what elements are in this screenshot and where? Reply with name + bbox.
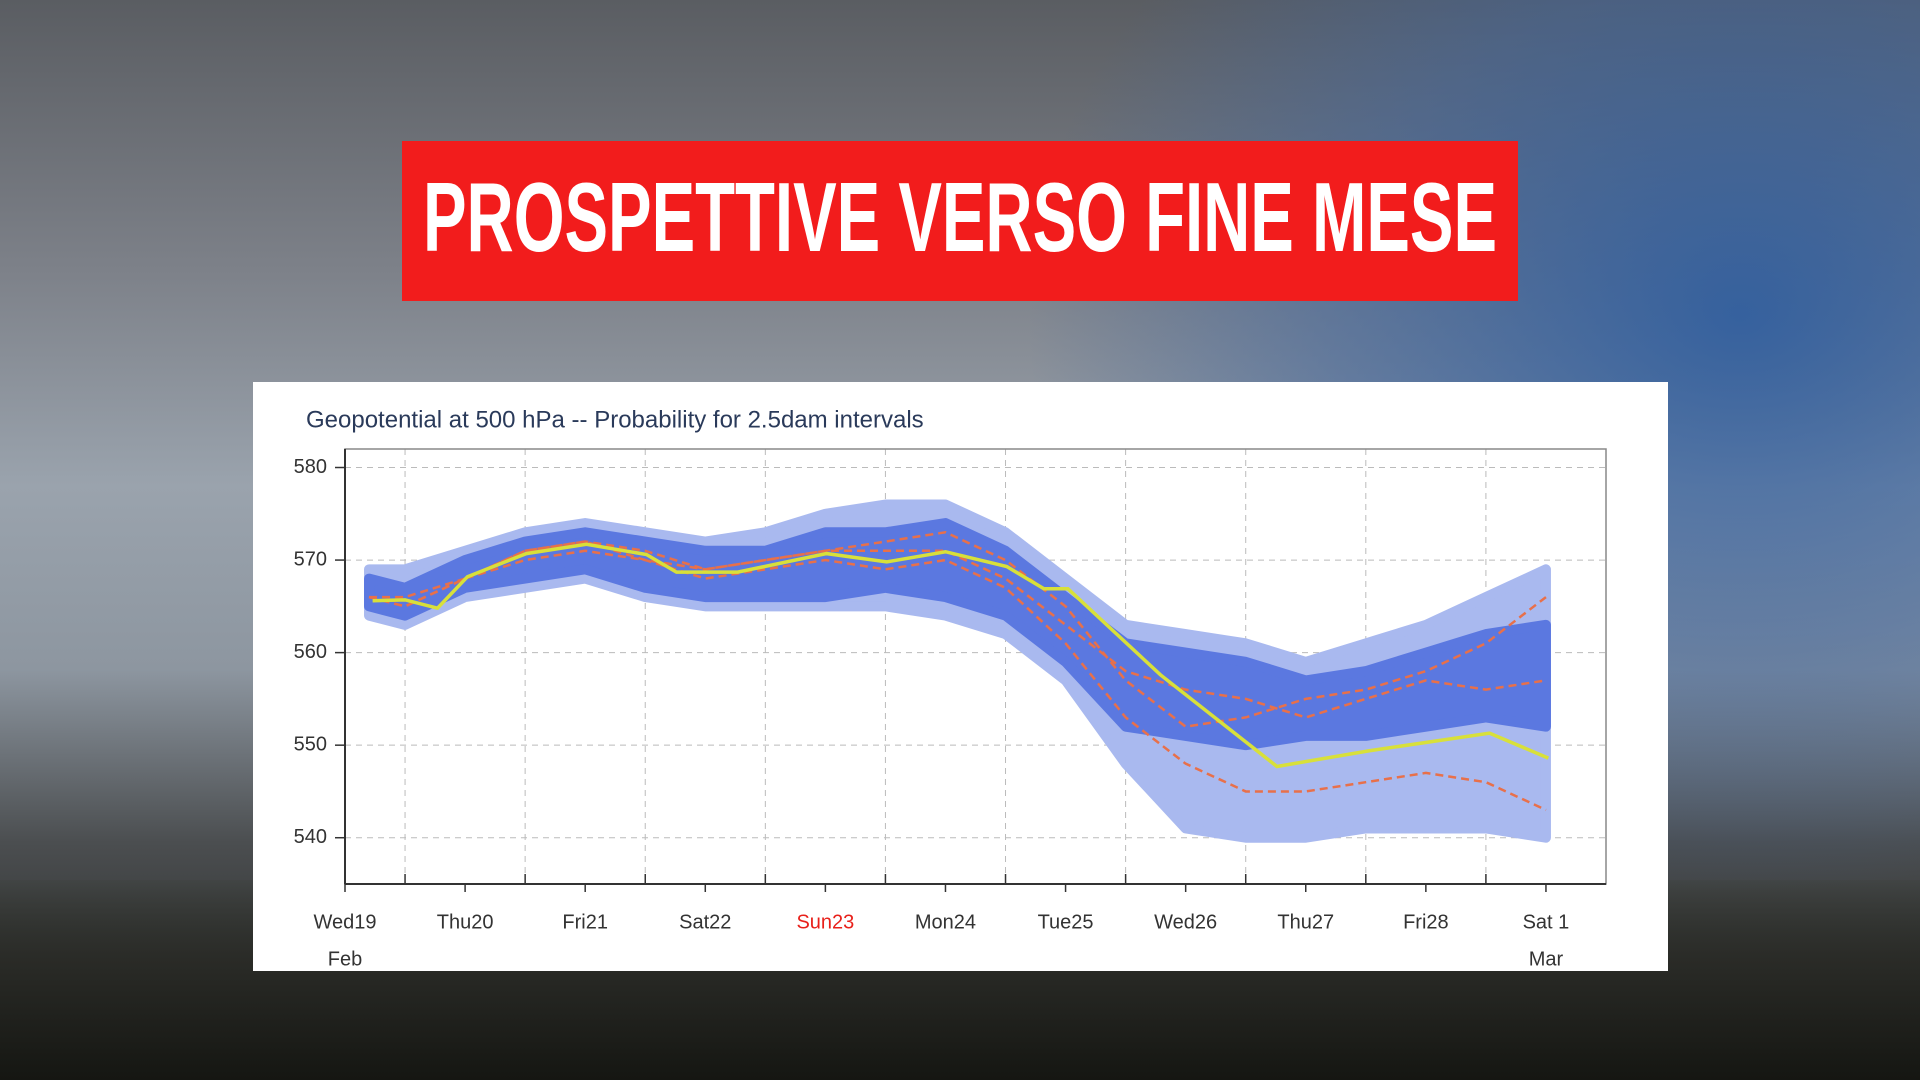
y-tick-label: 560 — [294, 641, 327, 663]
x-tick-label: Mon24 — [915, 911, 976, 933]
x-sublabel: Mar — [1529, 948, 1564, 970]
y-tick-label: 570 — [294, 548, 327, 570]
chart-title: Geopotential at 500 hPa -- Probability f… — [306, 406, 924, 433]
banner: PROSPETTIVE VERSO FINE MESE — [402, 141, 1518, 301]
x-tick-label: Thu27 — [1277, 911, 1334, 933]
banner-svg: PROSPETTIVE VERSO FINE MESE — [423, 162, 1497, 272]
probability-band — [364, 518, 1551, 751]
x-sublabel: Feb — [328, 948, 362, 970]
x-tick-label: Fri28 — [1403, 911, 1449, 933]
x-tick-label: Tue25 — [1038, 911, 1094, 933]
chart: Geopotential at 500 hPa -- Probability f… — [294, 406, 1607, 970]
banner-title: PROSPETTIVE VERSO FINE MESE — [423, 162, 1497, 272]
x-tick-label: Wed26 — [1154, 911, 1217, 933]
x-tick-label: Sat22 — [679, 911, 731, 933]
y-tick-label: 550 — [294, 733, 327, 755]
x-tick-label: Thu20 — [437, 911, 494, 933]
x-tick-label: Fri21 — [562, 911, 608, 933]
ensemble-member — [368, 540, 1547, 719]
y-tick-label: 540 — [294, 826, 327, 848]
mean-line — [372, 542, 1550, 769]
y-tick-label: 580 — [294, 456, 327, 478]
chart-panel: Geopotential at 500 hPa -- Probability f… — [253, 382, 1668, 971]
ensemble-member — [368, 549, 1547, 812]
x-tick-label: Sun23 — [796, 911, 854, 933]
x-tick-label: Sat 1 — [1523, 911, 1570, 933]
x-tick-label: Wed19 — [313, 911, 376, 933]
